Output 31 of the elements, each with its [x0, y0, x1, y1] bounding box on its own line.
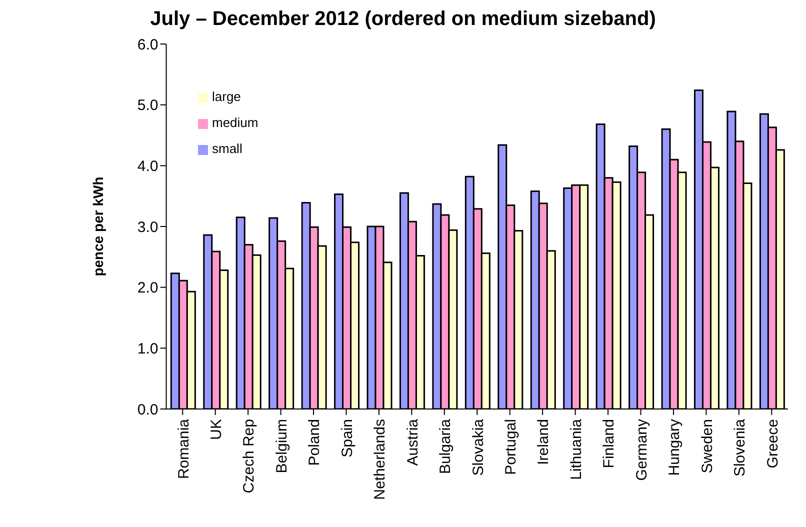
x-tick-label: Belgium — [273, 419, 290, 474]
x-tick-label: Portugal — [502, 419, 520, 475]
y-tick-label: 1.0 — [137, 340, 158, 358]
x-tick-label: Ireland — [535, 419, 552, 465]
x-tick-label: Slovakia — [470, 418, 487, 476]
y-tick-label: 4.0 — [137, 158, 158, 175]
x-tick-label: Czech Rep — [240, 419, 258, 494]
x-tick-label: Netherlands — [372, 419, 389, 500]
x-tick-label: Poland — [306, 419, 324, 466]
x-tick-label: Bulgaria — [437, 418, 454, 474]
x-tick-label: Lithuania — [568, 418, 585, 480]
x-tick-label: Germany — [633, 418, 650, 481]
y-tick-label: 3.0 — [137, 218, 158, 236]
y-tick-label: 0.0 — [137, 401, 158, 418]
y-tick-label: 6.0 — [137, 36, 158, 54]
x-tick-label: Hungary — [666, 418, 684, 476]
x-tick-label: Austria — [404, 418, 422, 466]
x-tick-label: Slovenia — [732, 418, 749, 477]
x-tick-label: Finland — [600, 419, 618, 468]
y-axis-title: pence per kWh — [90, 176, 106, 276]
x-tick-label: Greece — [764, 419, 782, 468]
x-tick-label: Spain — [338, 419, 356, 458]
chart-title: July – December 2012 (ordered on medium sizeband) — [149, 8, 657, 32]
y-tick-label: 2.0 — [137, 280, 158, 297]
x-tick-label: Romania — [175, 418, 192, 480]
legend-label: small — [212, 141, 242, 156]
y-tick-label: 5.0 — [137, 97, 158, 114]
legend-label: medium — [212, 115, 258, 130]
x-tick-label: UK — [208, 419, 225, 440]
x-tick-label: Sweden — [698, 419, 716, 474]
legend-label: large — [212, 89, 241, 104]
